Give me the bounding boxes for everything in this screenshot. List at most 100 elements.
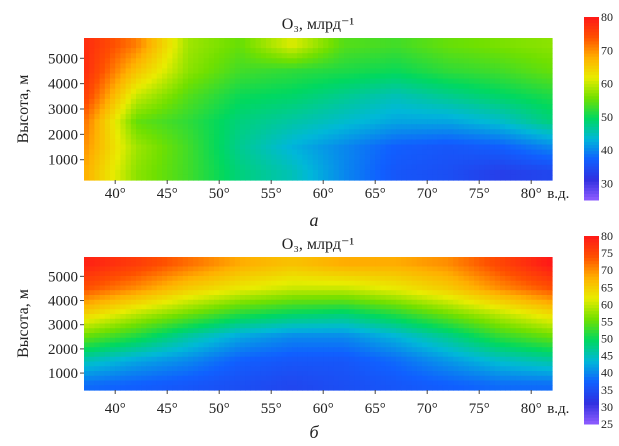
heatmap-cell bbox=[312, 333, 319, 339]
heatmap-cell bbox=[505, 144, 511, 151]
heatmap-cell bbox=[219, 38, 225, 44]
heatmap-cell bbox=[442, 375, 449, 382]
heatmap-cell bbox=[375, 98, 381, 105]
heatmap-cell bbox=[364, 366, 371, 372]
heatmap-cell bbox=[99, 375, 106, 382]
heatmap-cell bbox=[193, 58, 199, 64]
heatmap-cell bbox=[240, 174, 246, 181]
heatmap-cell bbox=[219, 149, 225, 156]
heatmap-cell bbox=[156, 93, 163, 100]
heatmap-cell bbox=[453, 309, 459, 315]
heatmap-cell bbox=[479, 356, 485, 363]
heatmap-cell bbox=[172, 323, 179, 329]
heatmap-cell bbox=[99, 159, 106, 166]
heatmap-cell bbox=[432, 149, 439, 156]
heatmap-cell bbox=[297, 271, 303, 277]
heatmap-cell bbox=[240, 129, 246, 135]
heatmap-cell bbox=[307, 257, 314, 263]
heatmap-cell bbox=[84, 342, 90, 348]
heatmap-cell bbox=[510, 159, 517, 166]
heatmap-cell bbox=[328, 78, 335, 85]
heatmap-cell bbox=[130, 43, 137, 49]
colorbar-swatch bbox=[584, 26, 599, 30]
heatmap-cell bbox=[89, 314, 95, 320]
heatmap-cell bbox=[94, 299, 101, 306]
heatmap-cell bbox=[219, 134, 225, 141]
heatmap-cell bbox=[146, 43, 153, 49]
heatmap-cell bbox=[276, 290, 283, 296]
heatmap-cell bbox=[172, 337, 179, 344]
heatmap-cell bbox=[526, 68, 532, 75]
heatmap-cell bbox=[136, 342, 142, 348]
heatmap-cell bbox=[494, 371, 501, 377]
heatmap-cell bbox=[479, 337, 485, 344]
heatmap-cell bbox=[349, 43, 355, 49]
heatmap-cell bbox=[411, 38, 418, 44]
heatmap-cell bbox=[411, 88, 418, 95]
heatmap-cell bbox=[266, 58, 272, 64]
heatmap-cell bbox=[479, 299, 485, 306]
heatmap-cell bbox=[203, 280, 210, 287]
heatmap-cell bbox=[401, 98, 407, 105]
heatmap-cell bbox=[151, 134, 158, 141]
heatmap-cell bbox=[297, 103, 303, 110]
heatmap-cell bbox=[328, 271, 335, 277]
heatmap-cell bbox=[266, 114, 272, 120]
heatmap-cell bbox=[323, 119, 329, 125]
heatmap-cell bbox=[229, 129, 236, 135]
heatmap-cell bbox=[396, 276, 402, 282]
heatmap-cell bbox=[292, 93, 298, 100]
heatmap-cell bbox=[349, 366, 355, 372]
heatmap-cell bbox=[520, 48, 527, 54]
heatmap-cell bbox=[448, 257, 454, 263]
heatmap-cell bbox=[234, 78, 241, 85]
heatmap-cell bbox=[328, 139, 335, 146]
heatmap-cell bbox=[240, 134, 246, 141]
heatmap-cell bbox=[364, 371, 371, 377]
heatmap-cell bbox=[125, 154, 132, 161]
heatmap-cell bbox=[411, 169, 418, 176]
heatmap-cell bbox=[198, 119, 205, 125]
heatmap-cell bbox=[442, 68, 449, 75]
heatmap-cell bbox=[312, 314, 319, 320]
heatmap-cell bbox=[349, 159, 355, 166]
heatmap-cell bbox=[146, 88, 153, 95]
heatmap-cell bbox=[448, 149, 454, 156]
heatmap-cell bbox=[292, 68, 298, 75]
heatmap-cell bbox=[110, 295, 116, 301]
heatmap-cell bbox=[260, 314, 267, 320]
heatmap-cell bbox=[484, 266, 491, 272]
heatmap-cell bbox=[463, 280, 470, 287]
heatmap-cell bbox=[448, 280, 454, 287]
heatmap-cell bbox=[115, 280, 121, 287]
heatmap-cell bbox=[406, 304, 413, 310]
heatmap-cell bbox=[359, 299, 366, 306]
heatmap-cell bbox=[458, 139, 465, 146]
heatmap-cell bbox=[292, 271, 298, 277]
heatmap-cell bbox=[182, 103, 189, 110]
heatmap-cell bbox=[442, 93, 449, 100]
heatmap-cell bbox=[177, 48, 184, 54]
heatmap-cell bbox=[437, 63, 444, 70]
heatmap-cell bbox=[115, 109, 121, 115]
heatmap-cell bbox=[318, 139, 324, 146]
heatmap-cell bbox=[198, 328, 205, 334]
heatmap-cell bbox=[94, 342, 101, 348]
heatmap-cell bbox=[104, 257, 111, 263]
heatmap-cell bbox=[260, 347, 267, 353]
heatmap-cell bbox=[297, 280, 303, 287]
heatmap-cell bbox=[328, 333, 335, 339]
heatmap-cell bbox=[442, 314, 449, 320]
heatmap-cell bbox=[271, 43, 277, 49]
heatmap-cell bbox=[172, 164, 179, 171]
heatmap-cell bbox=[536, 58, 543, 64]
heatmap-cell bbox=[255, 356, 262, 363]
heatmap-cell bbox=[167, 342, 173, 348]
heatmap-cell bbox=[99, 103, 106, 110]
heatmap-cell bbox=[281, 276, 288, 282]
heatmap-cell bbox=[172, 276, 179, 282]
heatmap-cell bbox=[510, 371, 517, 377]
heatmap-cell bbox=[198, 280, 205, 287]
heatmap-cell bbox=[281, 164, 288, 171]
heatmap-cell bbox=[302, 342, 309, 348]
